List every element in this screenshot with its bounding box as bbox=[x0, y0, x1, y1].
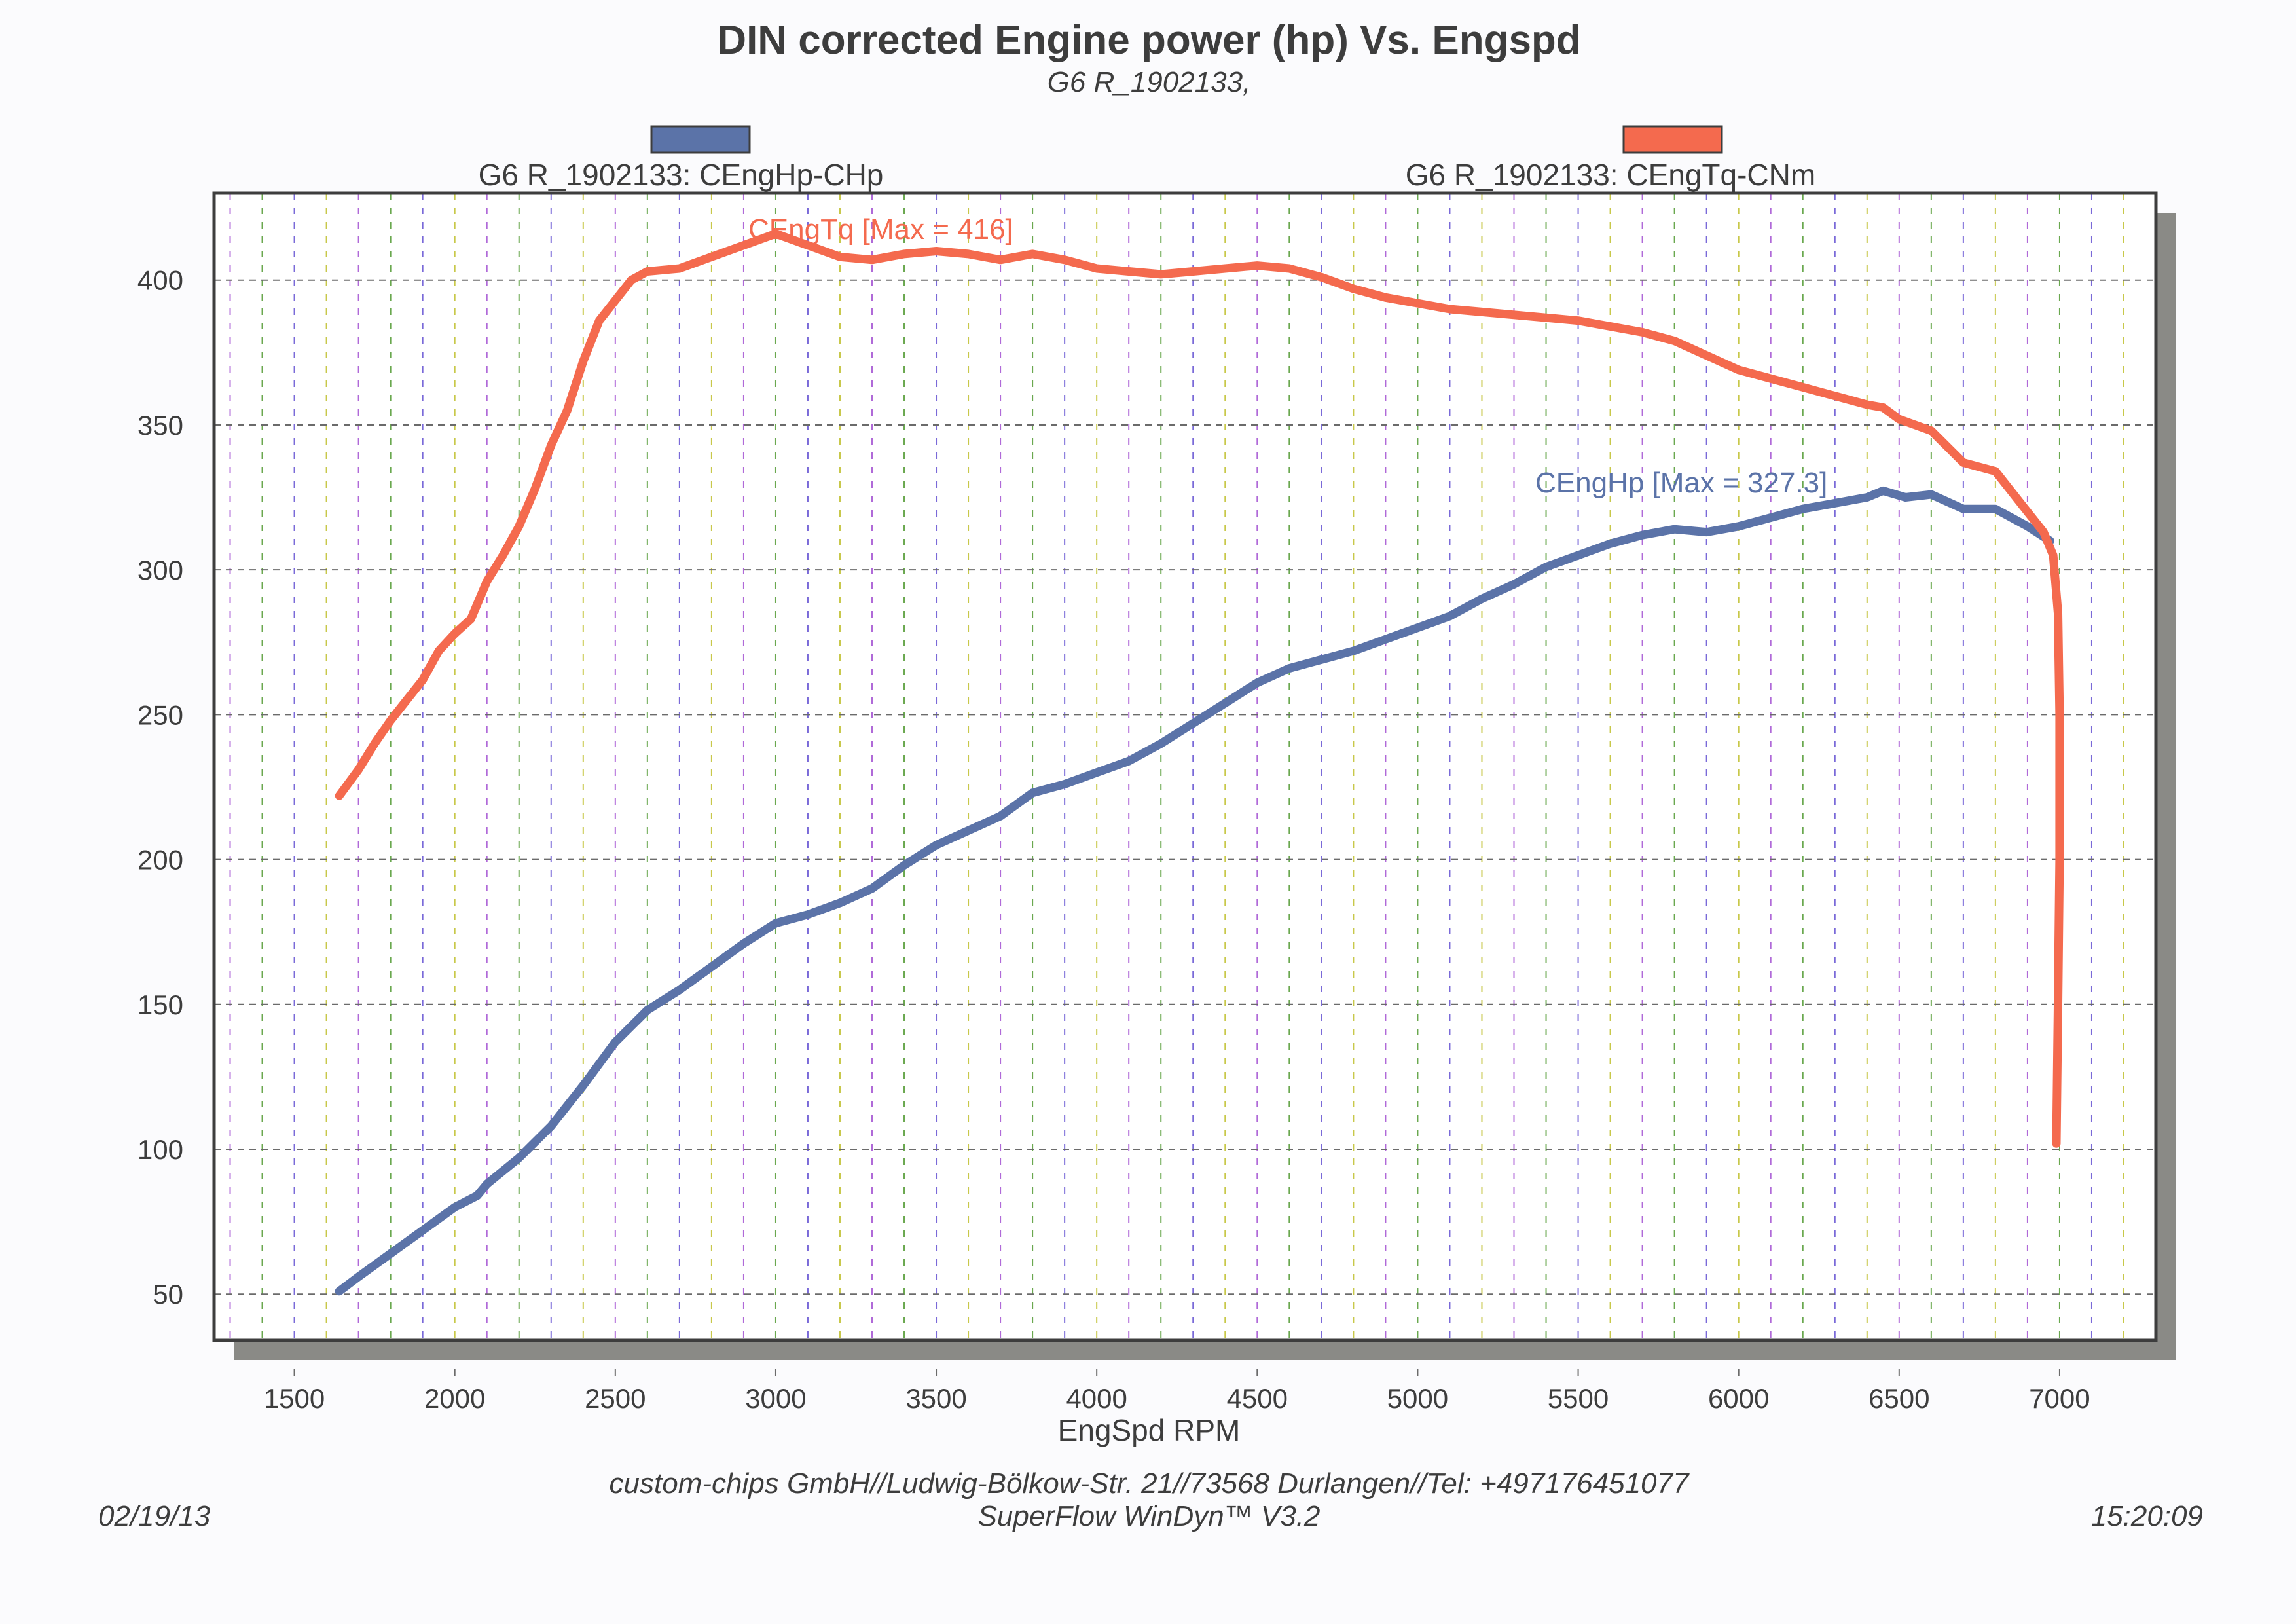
footer-software: SuperFlow WinDyn™ V3.2 bbox=[978, 1500, 1321, 1532]
series-line-tq bbox=[335, 229, 2064, 1148]
y-tick-label: 300 bbox=[137, 555, 183, 585]
x-tick-label: 6500 bbox=[1868, 1383, 1929, 1414]
x-tick-label: 5500 bbox=[1548, 1383, 1609, 1414]
x-tick-label: 2000 bbox=[424, 1383, 485, 1414]
legend-label-hp: G6 R_1902133: CEngHp-CHp bbox=[479, 158, 884, 192]
y-tick-label: 350 bbox=[137, 410, 183, 441]
chart-title: DIN corrected Engine power (hp) Vs. Engs… bbox=[717, 18, 1580, 63]
plot-frame bbox=[212, 191, 2158, 1342]
x-axis-label: EngSpd RPM bbox=[1058, 1413, 1241, 1447]
footer-time: 15:20:09 bbox=[2091, 1500, 2203, 1532]
hp-max-annotation: CEngHp [Max = 327.3] bbox=[1535, 467, 1827, 499]
y-tick-label: 150 bbox=[137, 989, 183, 1020]
y-axis: 50 100 150 200 250 300 350 400 bbox=[137, 265, 183, 1310]
x-tick-label: 1500 bbox=[264, 1383, 325, 1414]
series-group bbox=[335, 229, 2064, 1296]
y-tick-label: 400 bbox=[137, 265, 183, 296]
x-tick-label: 3000 bbox=[745, 1383, 806, 1414]
x-tick-label: 3500 bbox=[905, 1383, 966, 1414]
chart-subtitle: G6 R_1902133, bbox=[1048, 66, 1251, 98]
legend-swatch-hp bbox=[650, 125, 751, 154]
footer-date: 02/19/13 bbox=[98, 1500, 211, 1532]
tq-max-annotation: CEngTq [Max = 416] bbox=[748, 213, 1013, 246]
series-line-hp bbox=[335, 486, 2054, 1296]
legend-swatch-tq bbox=[1622, 125, 1723, 154]
x-tick-label: 4500 bbox=[1227, 1383, 1288, 1414]
x-tick-label: 7000 bbox=[2029, 1383, 2090, 1414]
y-tick-label: 200 bbox=[137, 845, 183, 876]
x-axis: 1500 2000 2500 3000 3500 4000 4500 5000 5500 6000… bbox=[264, 1369, 2090, 1414]
y-tick-label: 100 bbox=[137, 1134, 183, 1165]
x-tick-label: 5000 bbox=[1387, 1383, 1448, 1414]
footer-company: custom-chips GmbH//Ludwig-Bölkow-Str. 21… bbox=[610, 1467, 1690, 1500]
legend-label-tq: G6 R_1902133: CEngTq-CNm bbox=[1406, 158, 1815, 192]
x-tick-label: 6000 bbox=[1708, 1383, 1769, 1414]
x-tick-label: 2500 bbox=[585, 1383, 646, 1414]
y-tick-label: 50 bbox=[153, 1279, 183, 1310]
y-tick-label: 250 bbox=[137, 699, 183, 730]
x-tick-label: 4000 bbox=[1066, 1383, 1127, 1414]
